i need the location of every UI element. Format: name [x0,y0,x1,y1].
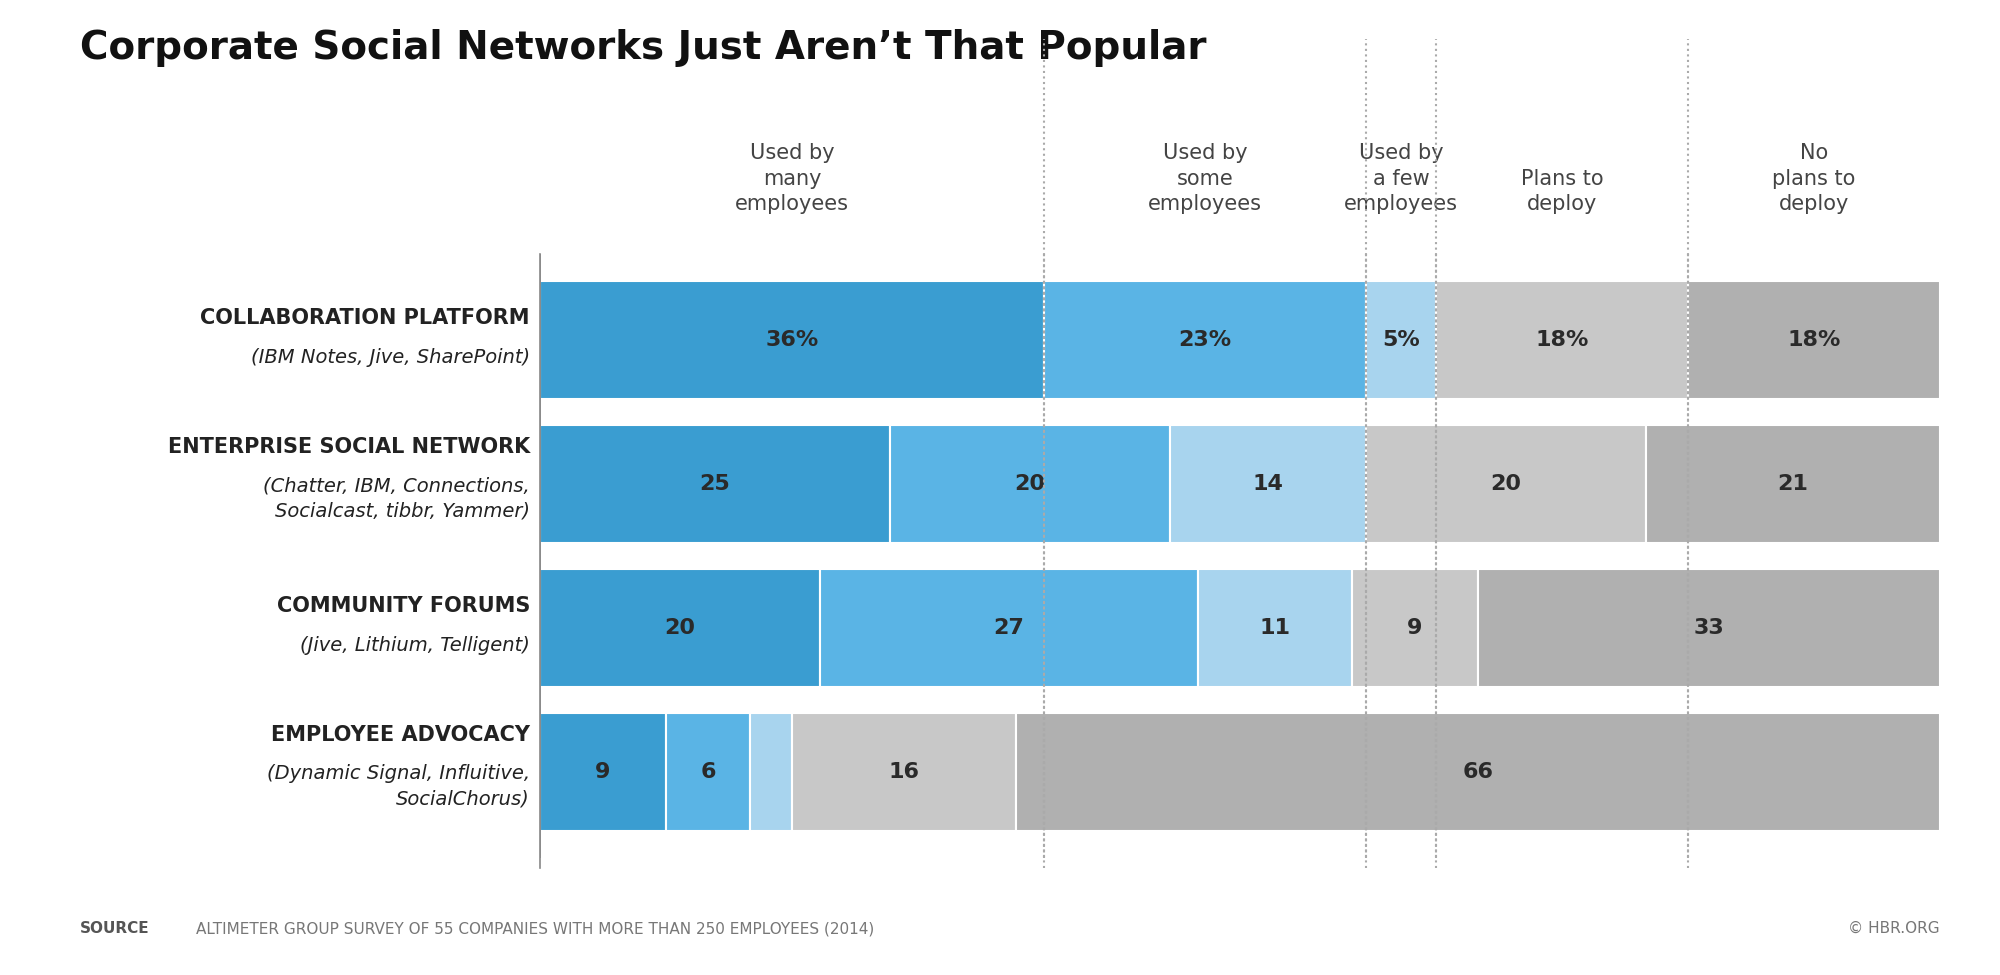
Text: 21: 21 [1778,474,1808,493]
Text: 6: 6 [700,761,716,782]
Text: SOURCE: SOURCE [80,921,150,936]
Bar [890,425,1170,543]
Text: COLLABORATION PLATFORM: COLLABORATION PLATFORM [200,308,530,329]
Text: 66: 66 [1462,761,1494,782]
Text: ALTIMETER GROUP SURVEY OF 55 COMPANIES WITH MORE THAN 250 EMPLOYEES (2014): ALTIMETER GROUP SURVEY OF 55 COMPANIES W… [196,921,874,936]
Text: 9: 9 [596,761,610,782]
Text: 27: 27 [994,618,1024,638]
Text: 25: 25 [700,474,730,493]
Text: 16: 16 [888,761,920,782]
Bar [1198,568,1352,686]
Bar [1366,281,1436,399]
Bar [1170,425,1366,543]
Text: 11: 11 [1260,618,1290,638]
Text: Corporate Social Networks Just Aren’t That Popular: Corporate Social Networks Just Aren’t Th… [80,29,1206,67]
Text: 20: 20 [1014,474,1046,493]
Text: 33: 33 [1694,618,1724,638]
Text: © HBR.ORG: © HBR.ORG [1848,921,1940,936]
Bar [1016,713,1940,831]
Text: 5%: 5% [1382,330,1420,350]
Bar [1688,281,1940,399]
Text: (IBM Notes, Jive, SharePoint): (IBM Notes, Jive, SharePoint) [250,348,530,367]
Bar [1436,281,1688,399]
Bar [1044,281,1366,399]
Text: 20: 20 [664,618,696,638]
Bar [820,568,1198,686]
Text: 23%: 23% [1178,330,1232,350]
Text: Used by
a few
employees: Used by a few employees [1344,143,1458,214]
Bar [1366,425,1646,543]
Bar [540,713,666,831]
Text: (Chatter, IBM, Connections,
Socialcast, tibbr, Yammer): (Chatter, IBM, Connections, Socialcast, … [264,477,530,521]
Bar [1478,568,1940,686]
Bar [540,281,1044,399]
Text: ENTERPRISE SOCIAL NETWORK: ENTERPRISE SOCIAL NETWORK [168,437,530,456]
Text: 14: 14 [1252,474,1284,493]
Bar [540,425,890,543]
Text: EMPLOYEE ADVOCACY: EMPLOYEE ADVOCACY [272,724,530,745]
Text: 18%: 18% [1536,330,1588,350]
Text: Used by
many
employees: Used by many employees [736,143,848,214]
Bar [540,568,820,686]
Text: (Jive, Lithium, Telligent): (Jive, Lithium, Telligent) [300,636,530,655]
Text: Used by
some
employees: Used by some employees [1148,143,1262,214]
Text: No
plans to
deploy: No plans to deploy [1772,143,1856,214]
Text: 9: 9 [1408,618,1422,638]
Text: COMMUNITY FORUMS: COMMUNITY FORUMS [276,597,530,616]
Text: 36%: 36% [766,330,818,350]
Bar [1352,568,1478,686]
Bar [1646,425,1940,543]
Bar [792,713,1016,831]
Text: Plans to
deploy: Plans to deploy [1520,169,1604,214]
Bar [666,713,750,831]
Text: 18%: 18% [1788,330,1840,350]
Bar [750,713,792,831]
Text: 20: 20 [1490,474,1522,493]
Text: (Dynamic Signal, Influitive,
SocialChorus): (Dynamic Signal, Influitive, SocialChoru… [266,764,530,808]
